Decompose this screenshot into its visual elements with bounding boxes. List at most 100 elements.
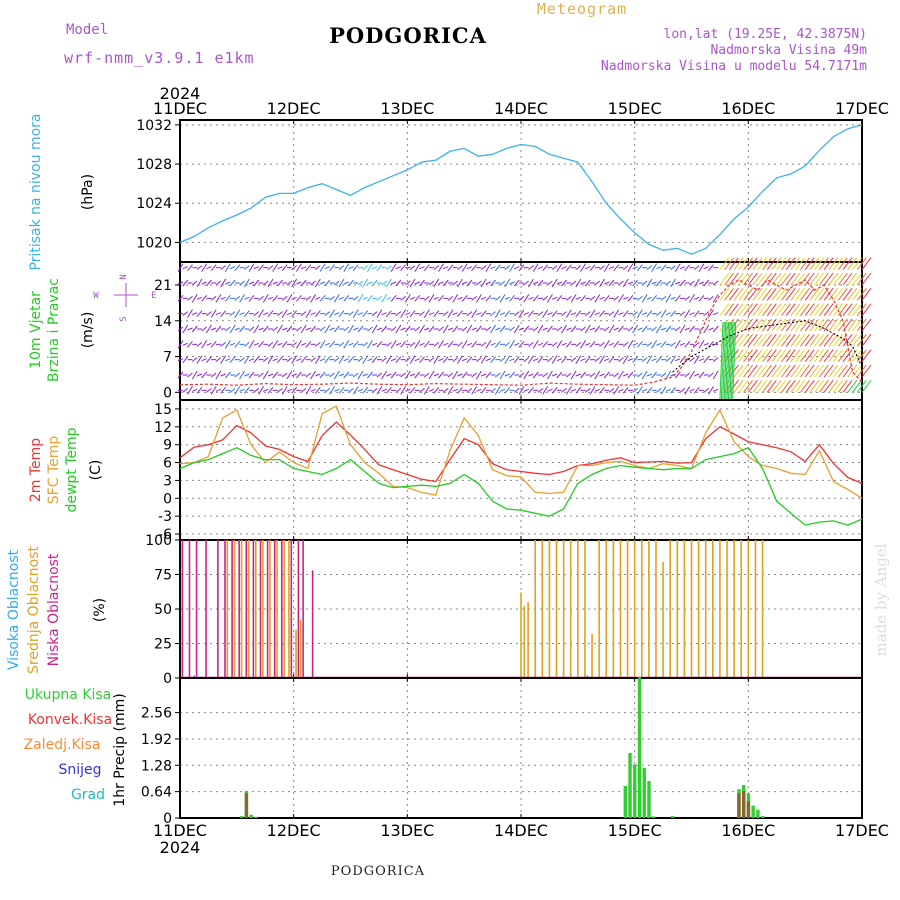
wind-barb bbox=[738, 257, 749, 270]
wind-barb bbox=[684, 327, 690, 331]
bottom-time-tick-12dec: 12DEC bbox=[267, 821, 321, 840]
wind-barb bbox=[861, 349, 872, 362]
wind-barb bbox=[457, 355, 463, 364]
precip-legend-1: Konvek.Kisa bbox=[28, 712, 112, 728]
wind-barb bbox=[856, 272, 867, 286]
wind-barb bbox=[405, 357, 411, 363]
wind-barb bbox=[224, 295, 231, 302]
ytick-label: 100 bbox=[145, 533, 172, 549]
wind-barb bbox=[433, 355, 440, 364]
wind-barb bbox=[561, 311, 567, 317]
precip-bar-ukupna-kisa bbox=[637, 677, 642, 818]
wind-barb bbox=[556, 358, 563, 362]
wind-barb bbox=[757, 288, 768, 301]
wind-barb bbox=[357, 370, 364, 380]
wind-barb bbox=[757, 380, 768, 393]
wind-barb bbox=[561, 324, 568, 334]
wind-barb bbox=[861, 257, 872, 270]
wind-barb bbox=[828, 349, 839, 362]
wind-barb bbox=[679, 266, 686, 270]
wind-barb bbox=[723, 321, 728, 401]
wind-barb bbox=[367, 281, 373, 285]
wind-barb bbox=[603, 371, 610, 379]
wind-barb bbox=[675, 358, 681, 362]
wind-barb bbox=[795, 288, 806, 301]
wind-barb bbox=[622, 278, 629, 288]
wind-barb bbox=[475, 294, 482, 303]
wind-barb bbox=[253, 311, 260, 317]
wind-barb bbox=[637, 295, 643, 301]
wind-barb bbox=[575, 265, 582, 271]
wind-barb bbox=[656, 342, 662, 346]
wind-barb bbox=[258, 309, 264, 318]
wind-barb bbox=[395, 356, 402, 363]
wind-barb bbox=[452, 325, 459, 333]
wind-barb bbox=[423, 295, 430, 301]
wind-barb bbox=[660, 386, 667, 395]
wind-barb bbox=[471, 295, 477, 301]
wind-barb bbox=[608, 266, 615, 270]
wind-barb bbox=[433, 265, 440, 271]
wind-barb bbox=[480, 387, 487, 394]
wind-barb bbox=[757, 257, 768, 270]
wind-barb bbox=[703, 324, 710, 334]
wind-barb bbox=[485, 340, 492, 349]
wind-barb bbox=[542, 295, 548, 301]
wind-barb bbox=[766, 257, 777, 270]
wind-barb bbox=[386, 373, 392, 377]
wind-barb bbox=[277, 266, 283, 270]
wind-barb bbox=[637, 372, 643, 378]
wind-barb bbox=[499, 280, 506, 286]
wind-barb bbox=[457, 265, 463, 271]
wind-barb bbox=[262, 280, 269, 286]
wind-barb bbox=[494, 309, 501, 318]
wind-barb bbox=[785, 380, 796, 393]
ytick-label: 25 bbox=[154, 637, 172, 653]
wind-barb bbox=[679, 342, 686, 346]
wind-barb bbox=[623, 296, 629, 300]
wind-barb bbox=[632, 266, 638, 270]
wind-barb bbox=[547, 325, 553, 333]
wind-barb bbox=[471, 309, 478, 318]
wind-barb bbox=[785, 303, 796, 316]
wind-barb bbox=[215, 312, 222, 316]
wind-barb bbox=[239, 325, 245, 333]
wind-barb bbox=[419, 387, 425, 393]
wind-barb bbox=[234, 386, 241, 395]
wind-barb bbox=[428, 388, 435, 392]
wind-barb bbox=[689, 294, 695, 303]
wind-barb bbox=[708, 327, 714, 331]
wind-barb bbox=[333, 357, 340, 363]
wind-barb bbox=[724, 288, 735, 301]
wind-barb bbox=[494, 264, 501, 271]
wind-barb bbox=[343, 263, 350, 272]
wind-barb bbox=[728, 272, 739, 286]
wind-gust-line bbox=[672, 320, 863, 373]
wind-barb bbox=[263, 388, 269, 392]
wind-barb bbox=[490, 279, 496, 287]
wind-barb bbox=[743, 257, 753, 270]
wind-barb bbox=[703, 311, 710, 317]
wind-barb bbox=[338, 265, 345, 271]
wind-barb bbox=[809, 303, 820, 316]
wind-barb bbox=[542, 327, 548, 331]
wind-barb bbox=[253, 387, 260, 393]
wind-barb bbox=[528, 296, 534, 300]
wind-barb bbox=[367, 340, 373, 349]
wind-barb bbox=[191, 280, 198, 286]
wind-barb bbox=[205, 324, 212, 334]
wind-barb bbox=[239, 357, 245, 363]
wind-barb bbox=[542, 309, 549, 318]
wind-barb bbox=[641, 370, 648, 380]
wind-barb bbox=[776, 272, 787, 286]
wind-barb bbox=[804, 318, 815, 332]
wind-barb bbox=[575, 278, 582, 288]
wind-barb bbox=[267, 355, 274, 364]
wind-barb bbox=[442, 311, 449, 317]
precip-legend-4: Grad bbox=[71, 787, 105, 803]
wind-barb bbox=[551, 373, 558, 377]
wind-barb bbox=[537, 311, 544, 317]
wind-barb bbox=[367, 263, 373, 272]
wind-barb bbox=[847, 257, 858, 270]
wind-barb bbox=[296, 371, 302, 379]
